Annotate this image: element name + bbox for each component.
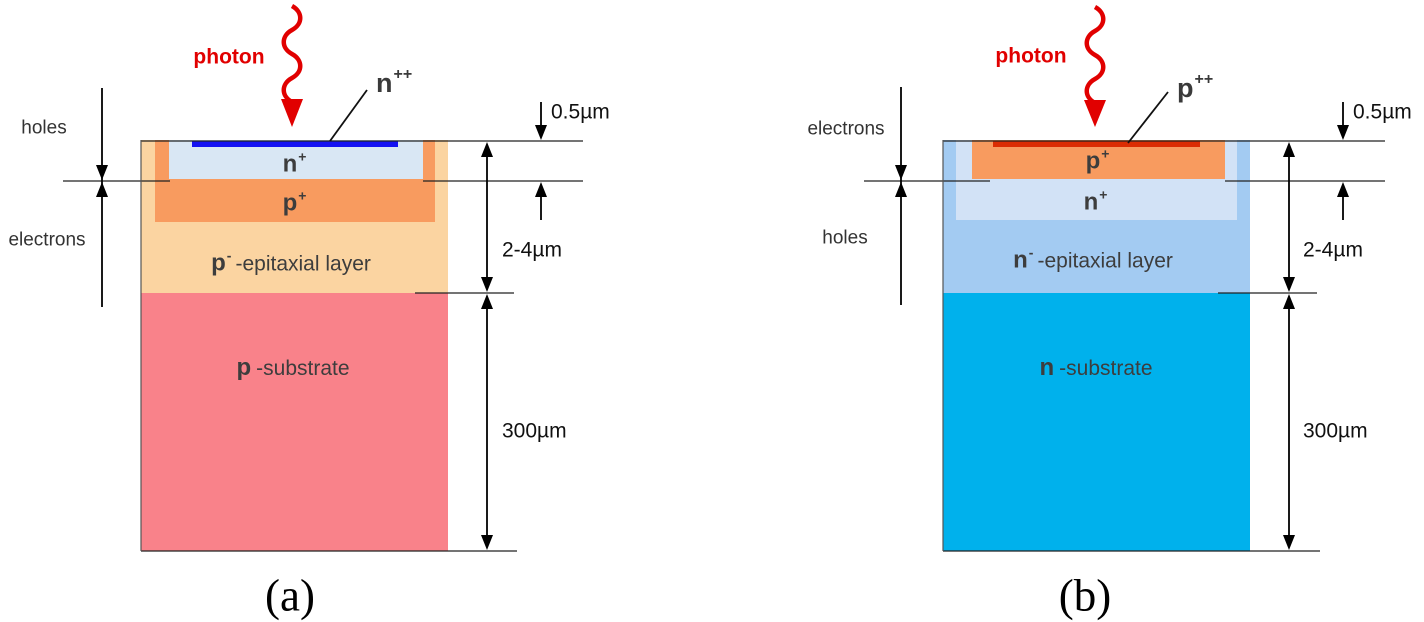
a-dim-contact-label: 0.5µm [551, 100, 610, 124]
b-electrons-label: electrons [807, 118, 885, 140]
b-contact-callout-line [1127, 91, 1169, 144]
a-photon-arrowhead [281, 99, 303, 127]
b-electrons-arrowhead [895, 165, 907, 180]
a-dim-contact-arrowhead-down [535, 125, 547, 140]
a-substrate-base: p [236, 354, 252, 381]
b-dim-contact-arrowhead-up [1337, 182, 1349, 197]
b-dim-epi-label: 2-4µm [1303, 238, 1363, 262]
a-p-plus-sup: + [298, 187, 307, 204]
b-photon-label: photon [995, 44, 1067, 68]
b-holes-label: holes [822, 227, 868, 249]
b-epi-rest: -epitaxial layer [1037, 249, 1173, 273]
b-n-plus-sup: + [1099, 186, 1108, 203]
a-n-plus-plus-contact-bar [192, 141, 398, 147]
a-dim-substrate-label: 300µm [502, 419, 567, 443]
b-p-plus-base: p [1085, 147, 1101, 175]
a-p-plus-label: p+ [282, 187, 307, 217]
b-epi-base: n [1013, 246, 1028, 274]
a-substrate-label: p -substrate [236, 356, 349, 380]
a-dim-substrate-arrowhead-top [481, 294, 493, 309]
b-contact-sup: ++ [1194, 71, 1214, 88]
b-substrate-region [943, 293, 1250, 551]
b-photon-wavy-arrow [1084, 5, 1106, 105]
a-holes-arrowhead [96, 165, 108, 180]
b-photon-arrowhead [1084, 100, 1106, 127]
b-dim-substrate-label: 300µm [1303, 419, 1368, 443]
a-electrons-label: electrons [8, 229, 86, 251]
a-dim-epi-arrowhead-top [481, 142, 493, 157]
b-dim-contact-arrowhead-down [1337, 125, 1349, 140]
b-p-plus-plus-contact-bar [993, 141, 1200, 147]
b-substrate-rest: -substrate [1059, 357, 1153, 380]
b-dim-epi-arrowhead-bottom [1283, 277, 1295, 292]
b-contact-base: p [1177, 73, 1194, 103]
b-epitaxial-label: n- -epitaxial layer [1013, 244, 1173, 274]
a-electrons-arrowhead [96, 182, 108, 197]
a-n-plus-sup: + [298, 148, 307, 165]
a-photon-label: photon [193, 45, 265, 69]
a-dim-epi-label: 2-4µm [502, 238, 562, 262]
b-caption: (b) [1058, 570, 1112, 621]
a-contact-callout-line [329, 89, 368, 142]
a-dim-substrate-arrowhead-bottom [481, 535, 493, 550]
b-holes-arrowhead [895, 182, 907, 197]
a-contact-sup: ++ [393, 66, 413, 83]
b-n-plus-label: n+ [1083, 186, 1108, 216]
a-contact-base: n [376, 68, 393, 98]
b-epi-sup: - [1028, 244, 1034, 261]
b-dim-substrate-arrowhead-bottom [1283, 535, 1295, 550]
a-substrate-region [141, 293, 448, 551]
b-dim-contact-label: 0.5µm [1353, 100, 1412, 124]
a-photon-wavy-arrow [281, 4, 303, 104]
a-caption: (a) [265, 570, 315, 621]
b-substrate-base: n [1039, 354, 1055, 381]
b-p-plus-sup: + [1101, 145, 1110, 162]
a-n-plus-base: n [282, 150, 298, 178]
b-dim-substrate-arrowhead-top [1283, 294, 1295, 309]
a-epi-base: p [211, 249, 226, 277]
a-dim-epi-arrowhead-bottom [481, 277, 493, 292]
a-n-plus-label: n+ [282, 148, 307, 178]
b-contact-label: p++ [1177, 72, 1213, 103]
a-p-plus-base: p [282, 189, 298, 217]
a-dim-contact-arrowhead-up [535, 182, 547, 197]
a-epi-sup: - [226, 247, 232, 264]
b-p-plus-label: p+ [1085, 145, 1110, 175]
b-substrate-label: n -substrate [1039, 356, 1152, 380]
a-contact-label: n++ [376, 67, 412, 98]
a-epi-rest: -epitaxial layer [235, 252, 371, 276]
a-epitaxial-label: p- -epitaxial layer [211, 247, 371, 277]
a-substrate-rest: -substrate [256, 357, 350, 380]
a-holes-label: holes [21, 117, 67, 139]
b-dim-epi-arrowhead-top [1283, 142, 1295, 157]
b-n-plus-base: n [1083, 188, 1099, 216]
